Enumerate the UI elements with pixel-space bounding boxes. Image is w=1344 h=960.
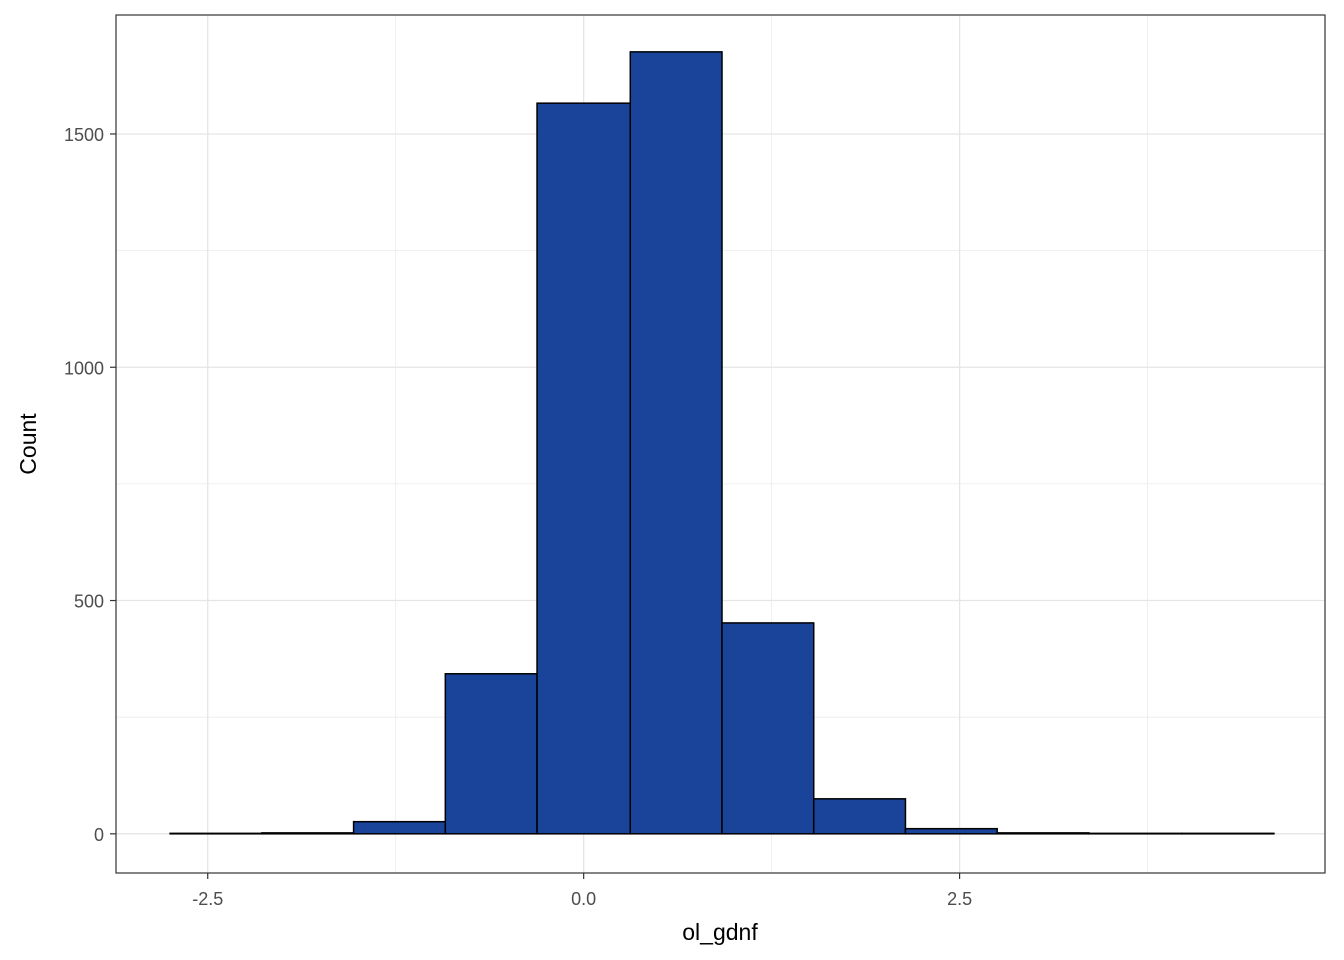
y-tick-label: 1000 <box>64 358 104 378</box>
x-tick-label: -2.5 <box>192 889 223 909</box>
bar <box>352 820 447 835</box>
y-tick-label: 0 <box>94 825 104 845</box>
panel-border <box>115 14 1326 874</box>
bar <box>536 102 632 835</box>
y-tick-label: 500 <box>74 592 104 612</box>
bar <box>996 832 1090 835</box>
x-axis-title: ol_gdnf <box>682 919 758 945</box>
bar <box>812 798 907 835</box>
bar <box>261 832 355 835</box>
bar <box>629 51 723 835</box>
y-tick-label: 1500 <box>64 125 104 145</box>
bar <box>904 827 998 835</box>
bar <box>721 622 815 835</box>
y-axis-title: Count <box>15 413 41 475</box>
x-tick-label: 2.5 <box>947 889 972 909</box>
x-tick-label: 0.0 <box>571 889 596 909</box>
bar <box>444 673 538 835</box>
